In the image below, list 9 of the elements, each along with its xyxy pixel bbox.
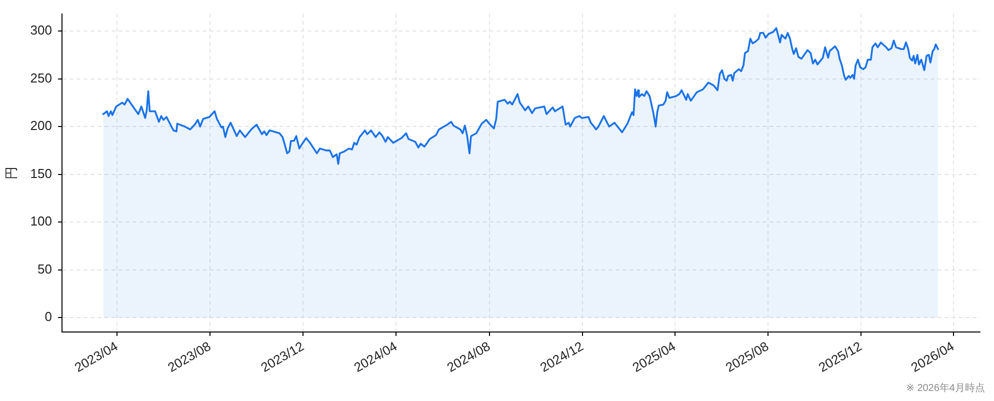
y-tick-label: 150 bbox=[30, 166, 52, 181]
y-tick-label: 50 bbox=[38, 261, 52, 276]
y-tick-label: 0 bbox=[44, 309, 52, 324]
y-tick-label: 100 bbox=[30, 214, 52, 229]
y-tick-label: 250 bbox=[30, 70, 52, 86]
y-axis-title: 円 bbox=[3, 166, 18, 180]
text: ※ 2026年4月時点 bbox=[906, 382, 985, 395]
y-tick-label: 300 bbox=[30, 22, 52, 38]
y-tick-label: 200 bbox=[30, 118, 52, 134]
